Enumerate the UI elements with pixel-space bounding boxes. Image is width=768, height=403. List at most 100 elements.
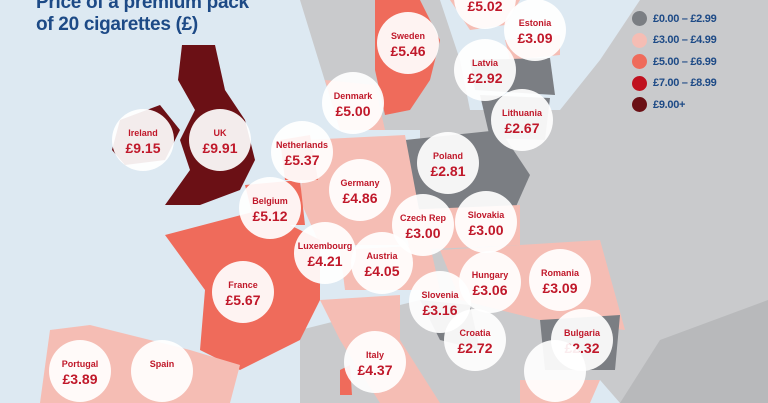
legend-label: £5.00 – £6.99 <box>653 55 717 68</box>
country-bubble: Czech Rep £3.00 <box>392 194 454 256</box>
bubble-circle <box>322 72 384 134</box>
bubble-circle <box>49 340 111 402</box>
country-price: £4.37 <box>357 362 392 378</box>
country-name: Denmark <box>334 91 374 101</box>
country-price: £4.86 <box>342 190 377 206</box>
country-bubble: Poland £2.81 <box>417 132 479 194</box>
country-name: Italy <box>366 350 384 360</box>
bubble-circle <box>455 191 517 253</box>
bubble-circle <box>131 340 193 402</box>
country-name: Estonia <box>519 18 553 28</box>
bubble-circle <box>212 261 274 323</box>
country-price: £9.91 <box>202 140 237 156</box>
country-price: £5.02 <box>467 0 502 14</box>
country-name: Romania <box>541 268 580 278</box>
bubble-circle <box>189 109 251 171</box>
country-name: UK <box>214 128 227 138</box>
country-name: Croatia <box>459 328 491 338</box>
country-price: £3.06 <box>472 282 507 298</box>
country-name: Hungary <box>472 270 509 280</box>
country-bubble: Portugal £3.89 <box>49 340 111 402</box>
country-price: £2.81 <box>430 163 465 179</box>
country-name: Slovakia <box>468 210 506 220</box>
country-bubble: Estonia £3.09 <box>504 0 566 61</box>
country-price: £4.21 <box>307 253 342 269</box>
country-bubble: Spain <box>131 340 193 402</box>
country-name: France <box>228 280 258 290</box>
country-price: £3.09 <box>542 280 577 296</box>
country-price: £5.46 <box>390 43 425 59</box>
bubble-circle <box>529 249 591 311</box>
country-name: Spain <box>150 359 175 369</box>
country-bubble <box>524 340 586 402</box>
country-price: £5.00 <box>335 103 370 119</box>
country-bubble: Croatia £2.72 <box>444 309 506 371</box>
legend-label: £9.00+ <box>653 98 686 111</box>
country-bubble: Slovakia £3.00 <box>455 191 517 253</box>
country-bubble: France £5.67 <box>212 261 274 323</box>
legend-swatch <box>632 11 647 27</box>
legend-item: £0.00 – £2.99 <box>632 8 717 30</box>
bubble-circle <box>504 0 566 61</box>
country-bubble: Romania £3.09 <box>529 249 591 311</box>
bubble-circle <box>271 121 333 183</box>
price-bubbles: £5.02 Sweden £5.46 Estonia £3.09 Latvia £2.92 D… <box>49 0 613 402</box>
country-bubble: Denmark £5.00 <box>322 72 384 134</box>
bubble-circle <box>351 232 413 294</box>
title-line-2: of 20 cigarettes (£) <box>36 14 198 35</box>
country-name: Portugal <box>62 359 99 369</box>
bubble-circle <box>344 331 406 393</box>
country-bubble: Ireland £9.15 <box>112 109 174 171</box>
bubble-circle <box>377 12 439 74</box>
bubble-circle <box>454 39 516 101</box>
title-line-1: Price of a premium pack <box>36 0 249 13</box>
map-title: Price of a premium pack of 20 cigarettes… <box>36 0 249 36</box>
country-bubble: Hungary £3.06 <box>459 251 521 313</box>
country-name: Lithuania <box>502 108 543 118</box>
country-name: Germany <box>340 178 379 188</box>
bubble-circle <box>329 159 391 221</box>
country-price: £3.00 <box>405 225 440 241</box>
legend-item: £7.00 – £8.99 <box>632 73 717 95</box>
country-bubble: Germany £4.86 <box>329 159 391 221</box>
country-name: Latvia <box>472 58 499 68</box>
bubble-circle <box>112 109 174 171</box>
country-bubble: Luxembourg £4.21 <box>294 222 356 284</box>
country-name: Sweden <box>391 31 425 41</box>
country-name: Netherlands <box>276 140 328 150</box>
legend-label: £3.00 – £4.99 <box>653 34 717 47</box>
country-bubble: Italy £4.37 <box>344 331 406 393</box>
legend-item: £9.00+ <box>632 94 716 116</box>
bubble-circle <box>524 340 586 402</box>
country-bubble: UK £9.91 <box>189 109 251 171</box>
country-bubble: Sweden £5.46 <box>377 12 439 74</box>
legend-label: £0.00 – £2.99 <box>653 12 717 25</box>
country-name: Slovenia <box>421 290 459 300</box>
country-price: £3.89 <box>62 371 97 387</box>
bubble-circle <box>239 177 301 239</box>
bubble-circle <box>454 0 516 29</box>
country-price: £5.67 <box>225 292 260 308</box>
country-price: £2.92 <box>467 70 502 86</box>
country-bubble: Belgium £5.12 <box>239 177 301 239</box>
country-price: £4.05 <box>364 263 399 279</box>
country-bubble: Latvia £2.92 <box>454 39 516 101</box>
country-price: £5.12 <box>252 208 287 224</box>
bubble-circle <box>294 222 356 284</box>
legend-swatch <box>632 75 647 91</box>
country-bubble: Lithuania £2.67 <box>491 89 553 151</box>
country-bubble: Austria £4.05 <box>351 232 413 294</box>
country-price: £9.15 <box>125 140 160 156</box>
country-bubble: Netherlands £5.37 <box>271 121 333 183</box>
bubble-circle <box>417 132 479 194</box>
legend-swatch <box>632 54 647 70</box>
country-name: Czech Rep <box>400 213 447 223</box>
country-price: £3.00 <box>468 222 503 238</box>
legend-swatch <box>632 32 647 48</box>
country-name: Austria <box>366 251 398 261</box>
country-name: Ireland <box>128 128 158 138</box>
legend-swatch <box>632 97 647 113</box>
bubble-circle <box>459 251 521 313</box>
country-name: Bulgaria <box>564 328 601 338</box>
